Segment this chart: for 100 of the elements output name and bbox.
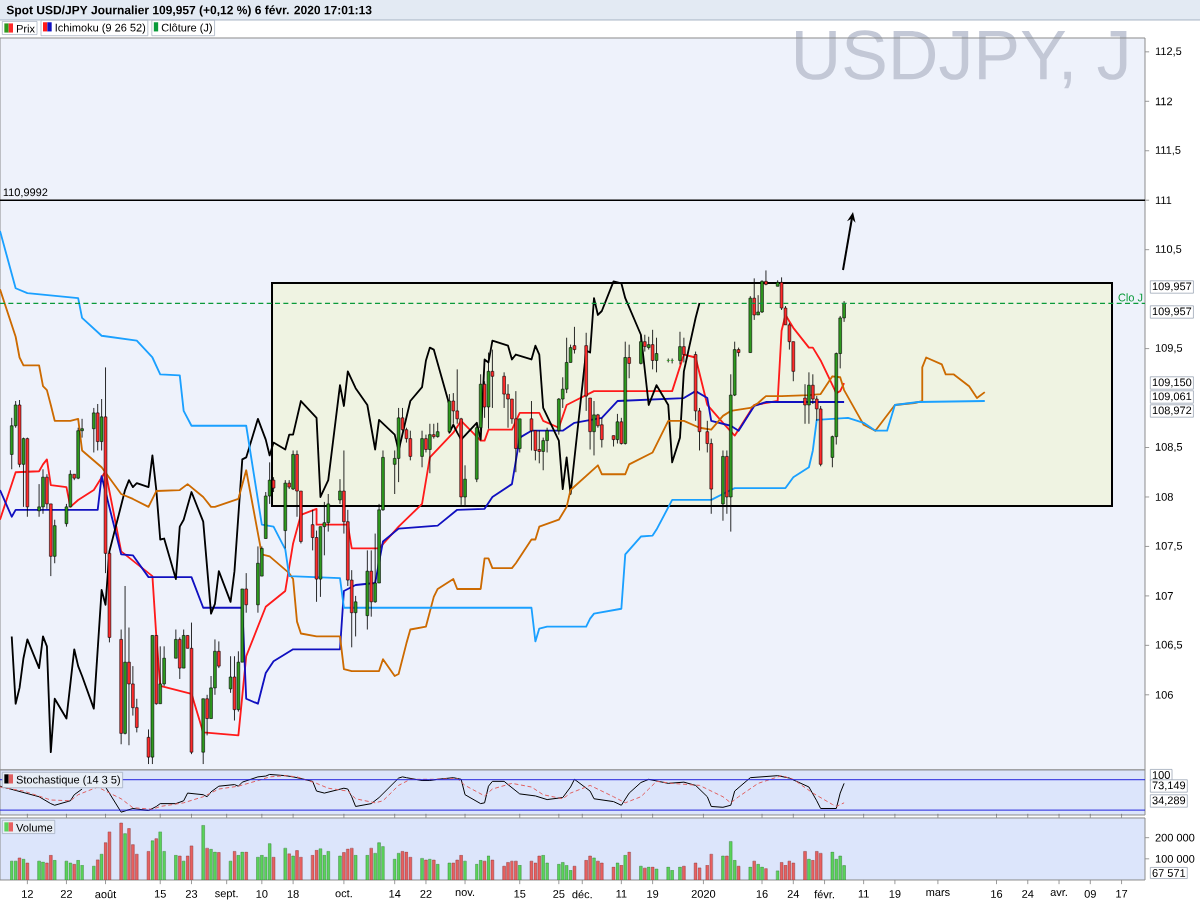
bar [271, 856, 276, 880]
y-tick-label: 112,5 [1155, 47, 1182, 57]
candlestick [600, 417, 604, 448]
bar [623, 854, 627, 880]
bar [37, 860, 41, 880]
bar [459, 854, 463, 880]
y-tick-label: 110,5 [1155, 245, 1182, 255]
x-tick-label: févr. [814, 890, 834, 899]
candlestick [428, 423, 432, 474]
candlestick [615, 413, 620, 444]
ref-line-label: Clo J [1118, 293, 1143, 302]
candlestick [408, 430, 413, 461]
x-tick-label: 16 [756, 890, 768, 898]
y-tick-label: 100 000 [1155, 854, 1195, 863]
x-tick-label: sept. [215, 890, 238, 900]
candlestick [654, 337, 659, 373]
x-tick-label: avr. [1050, 890, 1067, 897]
bar [486, 855, 491, 880]
bar [537, 855, 541, 880]
bar [600, 862, 604, 880]
bar [256, 856, 260, 880]
text: 109,150 [1152, 378, 1192, 388]
bar [182, 860, 186, 880]
bar [815, 851, 819, 880]
bar [619, 864, 624, 880]
bar [146, 851, 151, 880]
bar [682, 865, 686, 880]
y-tick-label: 106,5 [1155, 640, 1183, 650]
candlestick [490, 349, 495, 409]
bar [377, 842, 381, 880]
bar [353, 854, 358, 880]
bar [611, 866, 616, 880]
x-tick-label: déc. [572, 890, 592, 899]
text: 109,061 [1152, 392, 1192, 402]
x-tick-label: 18 [287, 890, 299, 898]
bar [260, 854, 264, 880]
x-tick-label: 10 [256, 890, 268, 898]
y-tick-label: 200 000 [1155, 833, 1195, 842]
x-tick-label: oct. [335, 890, 352, 898]
text: 73,149 [1152, 781, 1186, 791]
text: Ichimoku (9 26 52) [55, 23, 146, 34]
x-tick-label: 14 [389, 890, 401, 898]
x-tick-label: 16 [991, 890, 1003, 898]
bar [365, 854, 369, 880]
text: 109,957 [1152, 282, 1192, 292]
candlestick [92, 407, 96, 453]
candlestick [420, 430, 424, 468]
bar [76, 860, 80, 880]
bar [838, 855, 842, 880]
bar [596, 860, 600, 880]
bar [189, 845, 194, 880]
text: Clôture (J) [161, 23, 212, 34]
x-tick-label: mars [926, 890, 950, 897]
bar [807, 859, 811, 880]
bar [529, 860, 534, 880]
bar [53, 860, 57, 880]
bar [25, 862, 30, 880]
bar [666, 866, 670, 880]
bar [158, 831, 162, 880]
chart-subtitle: USDJPY, J [796, 30, 1127, 89]
bar [178, 855, 182, 880]
bar [564, 865, 569, 880]
x-tick-label: 24 [1022, 890, 1034, 898]
bar [228, 860, 233, 880]
bar [318, 848, 323, 880]
bar [518, 864, 522, 880]
bar [561, 862, 565, 880]
x-tick-label: 15 [154, 890, 166, 898]
bar [756, 864, 760, 880]
x-tick-label: 2020 [691, 890, 716, 898]
text: 34,289 [1152, 796, 1186, 806]
bar [314, 849, 319, 880]
bar [748, 866, 752, 880]
text: 67 571 [1152, 869, 1186, 877]
candlestick [803, 383, 807, 425]
x-tick-label: 22 [60, 890, 73, 898]
candlestick [682, 337, 686, 363]
bar [201, 825, 205, 880]
bar [119, 822, 123, 880]
bar [447, 862, 452, 880]
y-tick-label: 108,5 [1155, 442, 1183, 453]
bar [502, 865, 506, 880]
chart-title: Spot USD/JPY Journalier 109,957 (+0,12 %) 6 févr. 2020 17:01:13 [6, 5, 372, 17]
x-tick-label: 09 [1084, 890, 1096, 898]
bar [678, 866, 682, 880]
bar [13, 860, 18, 880]
x-tick-label: 11 [616, 890, 627, 898]
bar [154, 838, 158, 880]
candlestick [670, 358, 674, 364]
bar [49, 854, 53, 880]
bar [213, 851, 217, 880]
x-tick-label: 11 [858, 890, 869, 898]
y-tick-label: 111,5 [1155, 146, 1181, 156]
x-tick-label: 19 [889, 890, 901, 898]
line-series [0, 288, 986, 677]
candlestick [592, 400, 596, 456]
bar [791, 862, 795, 880]
chart-title: Volume [16, 823, 53, 832]
text: 108,972 [1152, 406, 1192, 416]
bar [803, 851, 807, 880]
